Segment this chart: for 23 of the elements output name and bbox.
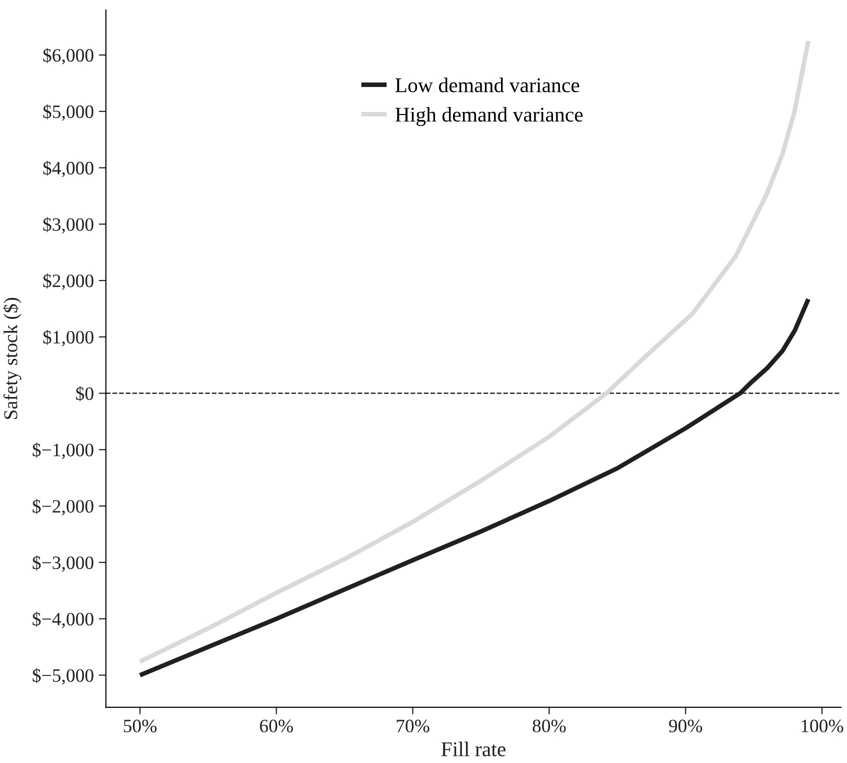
- x-tick-label: 90%: [668, 720, 702, 732]
- y-tick-label: $−5,000: [32, 668, 94, 685]
- y-tick-label: $−1,000: [32, 442, 94, 460]
- y-tick-label: $3,000: [43, 217, 94, 234]
- y-tick-label: $2,000: [43, 273, 94, 290]
- y-tick-label: $−2,000: [32, 498, 94, 516]
- x-axis-title: Fill rate: [441, 742, 506, 756]
- y-tick-label: $4,000: [43, 160, 94, 178]
- x-tick-label: 50%: [124, 720, 157, 732]
- y-tick-label: $6,000: [43, 48, 94, 64]
- legend-label: High demand variance: [395, 107, 583, 126]
- x-tick-label: 100%: [802, 720, 844, 732]
- y-tick-label: $−3,000: [32, 555, 94, 572]
- y-tick-label: $5,000: [43, 104, 94, 121]
- legend-label: Low demand variance: [395, 78, 580, 92]
- y-axis-title: Safety stock ($): [3, 298, 22, 419]
- line-series: [138, 38, 811, 664]
- y-tick-label: $1,000: [43, 330, 94, 346]
- x-tick-label: 60%: [260, 720, 293, 732]
- y-tick-label: $0: [76, 386, 94, 402]
- x-tick-label: 80%: [532, 720, 566, 732]
- x-tick-label: 70%: [396, 720, 430, 732]
- y-tick-label: $−4,000: [32, 612, 94, 628]
